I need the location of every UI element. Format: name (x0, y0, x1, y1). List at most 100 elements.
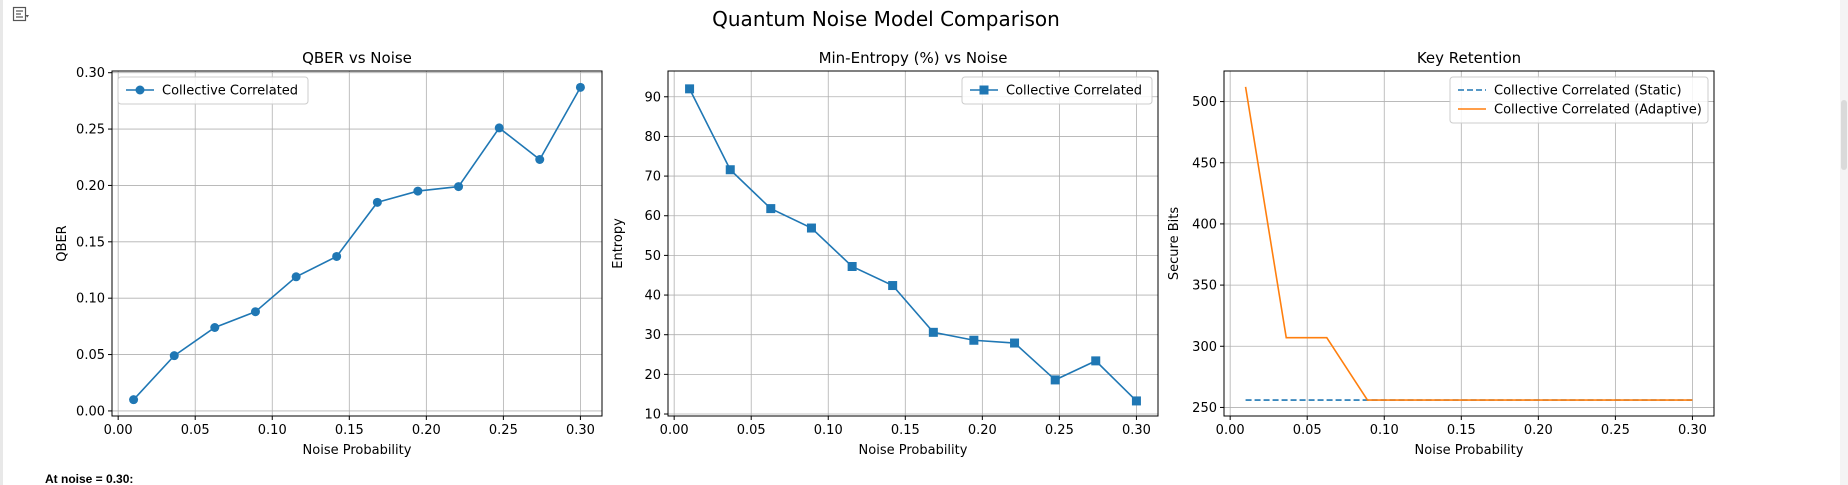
data-point (210, 322, 220, 332)
x-tick-label: 0.15 (1447, 423, 1476, 438)
data-point (1050, 375, 1060, 385)
legend-label: Collective Correlated (Static) (1494, 84, 1682, 99)
data-point (1091, 356, 1101, 366)
axes-frame (667, 70, 1159, 417)
chart-title: Key Retention (1417, 49, 1521, 67)
y-axis-label: Secure Bits (1167, 207, 1182, 280)
x-tick-label: 0.00 (104, 423, 133, 438)
noise-summary-heading: At noise = 0.30: (45, 472, 134, 485)
data-point (575, 82, 585, 92)
y-tick-label: 300 (1192, 340, 1217, 355)
series-line-2 (1244, 86, 1693, 401)
axes-frame (1223, 70, 1715, 417)
y-tick-label: 90 (644, 90, 661, 105)
x-tick-label: 0.10 (1370, 423, 1399, 438)
data-point (454, 182, 464, 192)
x-axis-label: Noise Probability (1415, 443, 1524, 458)
data-point (1010, 338, 1020, 348)
data-point (494, 123, 504, 133)
x-tick-label: 0.25 (489, 423, 518, 438)
chart-panel-1: 0.00 0.05 0.10 0.15 0.20 0.25 0.30 0.00 0.05 0.10… (55, 49, 603, 458)
legend-box (1449, 76, 1709, 124)
data-point (169, 351, 179, 361)
chart-title: QBER vs Noise (302, 49, 412, 67)
y-tick-label: 20 (644, 368, 661, 383)
x-tick-label: 0.25 (1601, 423, 1630, 438)
y-tick-label: 30 (644, 328, 661, 343)
data-point (250, 307, 260, 317)
y-tick-label: 400 (1192, 217, 1217, 232)
legend-marker (135, 85, 145, 95)
y-tick-label: 500 (1192, 95, 1217, 110)
x-tick-label: 0.05 (181, 423, 210, 438)
data-point (725, 165, 735, 175)
y-tick-label: 0.00 (76, 404, 105, 419)
x-tick-label: 0.25 (1045, 423, 1074, 438)
y-tick-label: 0.05 (76, 348, 105, 363)
data-point (1131, 396, 1141, 406)
x-tick-label: 0.15 (891, 423, 920, 438)
y-tick-label: 0.25 (76, 123, 105, 138)
data-point (332, 251, 342, 261)
data-point (291, 272, 301, 282)
legend-label: Collective Correlated (1006, 84, 1142, 99)
legend-box (117, 76, 309, 105)
axes-frame (111, 70, 603, 417)
x-tick-label: 0.00 (660, 423, 689, 438)
data-point (806, 223, 816, 233)
y-tick-label: 350 (1192, 279, 1217, 294)
series-line-1 (688, 88, 1137, 402)
x-tick-label: 0.05 (737, 423, 766, 438)
data-point (685, 84, 695, 94)
y-tick-label: 0.15 (76, 235, 105, 250)
data-point (129, 395, 139, 405)
x-tick-label: 0.20 (1524, 423, 1553, 438)
y-axis-label: Entropy (611, 218, 626, 269)
legend-marker (979, 85, 989, 95)
chart-panel-2: 0.00 0.05 0.10 0.15 0.20 0.25 0.30 10 20 30 40 50 60… (611, 49, 1159, 458)
chart-title: Min-Entropy (%) vs Noise (819, 49, 1008, 67)
x-axis-label: Noise Probability (859, 443, 968, 458)
y-tick-label: 80 (644, 130, 661, 145)
output-scrollbar[interactable] (1840, 0, 1848, 485)
y-tick-label: 0.20 (76, 179, 105, 194)
y-tick-label: 50 (644, 249, 661, 264)
x-tick-label: 0.30 (1678, 423, 1707, 438)
data-point (847, 262, 857, 271)
x-axis-label: Noise Probability (303, 443, 412, 458)
x-tick-label: 0.00 (1216, 423, 1245, 438)
x-tick-label: 0.30 (566, 423, 595, 438)
legend-label: Collective Correlated (162, 84, 298, 99)
x-tick-label: 0.10 (258, 423, 287, 438)
y-tick-label: 60 (644, 209, 661, 224)
cell-gutter (0, 0, 3, 485)
legend-label: Collective Correlated (Adaptive) (1494, 103, 1702, 118)
y-tick-label: 40 (644, 289, 661, 304)
data-point (413, 186, 423, 196)
y-tick-label: 70 (644, 170, 661, 185)
y-tick-label: 10 (644, 408, 661, 423)
chart-panel-3: 0.00 0.05 0.10 0.15 0.20 0.25 0.30 250 300 350 400… (1167, 49, 1715, 458)
x-tick-label: 0.05 (1293, 423, 1322, 438)
data-point (372, 197, 382, 207)
figure-title: Quantum Noise Model Comparison (712, 7, 1060, 31)
data-point (888, 281, 898, 291)
output-collapse-icon[interactable] (12, 6, 30, 24)
data-point (535, 155, 545, 165)
x-tick-label: 0.20 (412, 423, 441, 438)
data-point (928, 327, 938, 337)
series-line-1 (132, 86, 582, 401)
data-point (969, 335, 979, 345)
y-tick-label: 0.10 (76, 292, 105, 307)
data-point (766, 204, 776, 214)
scrollbar-thumb[interactable] (1841, 100, 1847, 170)
x-tick-label: 0.20 (968, 423, 997, 438)
y-axis-label: QBER (55, 225, 70, 261)
y-tick-label: 250 (1192, 401, 1217, 416)
x-tick-label: 0.10 (814, 423, 843, 438)
y-tick-label: 450 (1192, 156, 1217, 171)
x-tick-label: 0.30 (1122, 423, 1151, 438)
y-tick-label: 0.30 (76, 66, 105, 81)
